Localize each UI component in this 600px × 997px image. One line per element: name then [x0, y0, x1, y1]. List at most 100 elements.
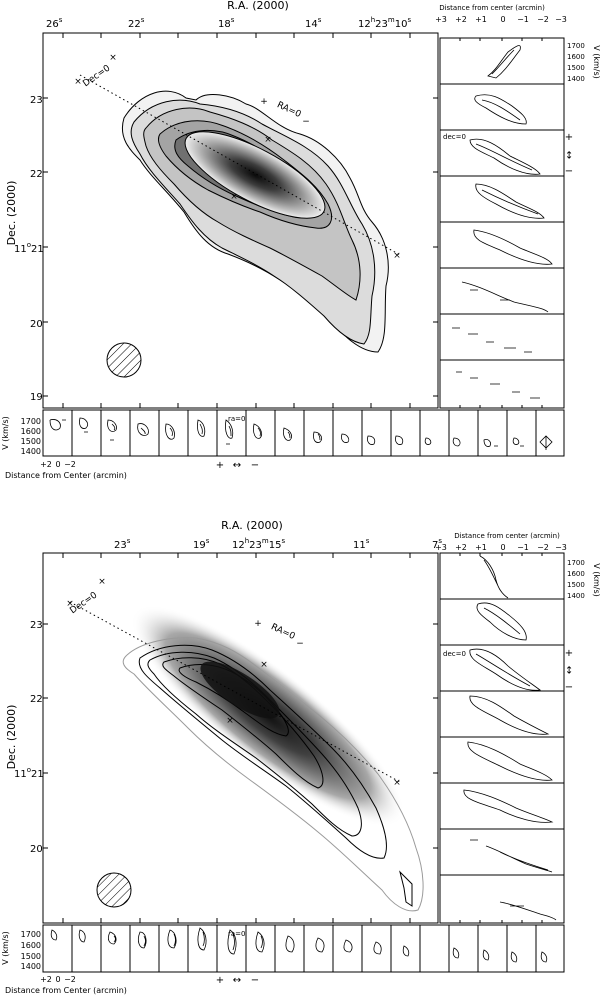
top-bottom-pv-12: [367, 435, 376, 445]
top-cross-3: ×: [264, 135, 272, 145]
bottom-bottom-pv-13: [402, 945, 410, 957]
top-right-v-ticks: 1700 1600 1500 1400: [567, 42, 585, 83]
top-ra-axis-label: R.A. (2000): [227, 0, 289, 12]
top-bottom-pv-16: [483, 439, 498, 447]
top-bottom-v-ticks: 1700 1600 1500 1400: [21, 417, 41, 456]
bottom-ra-tick-4: 11s: [353, 537, 370, 551]
top-right-pv-6: [461, 281, 549, 313]
bottom-bottom-sign-minus: −: [251, 975, 259, 986]
top-bottom-pv-10: [313, 431, 322, 443]
bottom-right-pv-7: [470, 839, 553, 873]
bottom-right-v-tick-2: 1600: [567, 570, 585, 578]
bottom-cross-1: ×: [98, 577, 106, 587]
bottom-right-v-ticks: 1700 1600 1500 1400: [567, 559, 585, 600]
bottom-galaxy-emission: [122, 605, 424, 912]
top-right-x-ticks: +3 +2 +1 0 −1 −2 −3: [435, 15, 567, 24]
bottom-bottom-pv-1: [50, 929, 58, 941]
top-bottom-dividers: [71, 410, 537, 456]
bottom-bottom-x-tick-2: 0: [55, 975, 60, 984]
top-right-pv-contours: [452, 45, 553, 399]
top-right-sign-plus: +: [565, 132, 573, 143]
bottom-bottom-pv-10: [315, 937, 325, 953]
bottom-bottom-pv-8: [255, 931, 265, 953]
bottom-cross-2: ×: [66, 599, 74, 609]
bottom-cross-4: ×: [226, 716, 234, 726]
bottom-ra-tick-1: 23s: [114, 537, 131, 551]
top-minus-marker: −: [302, 117, 310, 127]
top-bottom-pv-7: [225, 419, 234, 445]
top-right-x-tick-3: +1: [475, 15, 487, 24]
top-right-dividers: [440, 38, 564, 408]
top-right-v-tick-4: 1400: [567, 75, 585, 83]
bottom-cross-5: ×: [393, 778, 401, 788]
top-bottom-v-tick-2: 1600: [21, 427, 41, 436]
bottom-bottom-pv-14: [452, 947, 460, 959]
bottom-ra-tick-2: 19s: [193, 537, 210, 551]
bottom-dec-tick-3: 11o21': [14, 766, 46, 780]
top-ra-tick-3: 18s: [218, 16, 235, 30]
bottom-ra-axis-label: R.A. (2000): [221, 519, 283, 532]
bottom-right-strip: Distance from center (arcmin) +3 +2 +1 0…: [435, 532, 600, 924]
bottom-map-tickmarks: [43, 553, 438, 923]
bottom-core: [200, 661, 280, 719]
bottom-bottom-x-tick-1: +2: [40, 975, 52, 984]
top-ra-ticks: 26s 22s 18s 14s 12h23m10s: [46, 16, 411, 30]
top-bottom-pv-6: [197, 419, 206, 437]
bottom-bottom-pv-contours: [50, 927, 548, 963]
bottom-right-sign-markers: + ↔ −: [563, 648, 574, 693]
bottom-right-x-ticks: +3 +2 +1 0 −1 −2 −3: [435, 543, 567, 552]
top-beam-ellipse: [106, 342, 142, 378]
bottom-right-x-tick-4: 0: [500, 543, 505, 552]
bottom-bottom-pv-7: [227, 929, 237, 955]
bottom-plus-marker: +: [254, 619, 262, 629]
bottom-right-pv-5: [467, 741, 553, 781]
top-right-pv-8: [456, 371, 540, 399]
top-bottom-v-tick-1: 1700: [21, 417, 41, 426]
top-cross-4: ×: [230, 192, 238, 202]
top-dec-tick-3: 11o21': [14, 241, 46, 255]
bottom-bottom-v-tick-4: 1400: [21, 962, 41, 971]
bottom-right-x-tick-7: −3: [555, 543, 567, 552]
top-galaxy-emission: [122, 90, 389, 353]
bottom-contour-grey: [122, 637, 424, 912]
top-plus-marker: +: [260, 97, 268, 107]
bottom-right-axis-title: Distance from center (arcmin): [454, 532, 560, 540]
bottom-bottom-v-tick-1: 1700: [21, 930, 41, 939]
top-bottom-pv-13: [395, 435, 404, 445]
bottom-right-pv-3: [469, 648, 542, 691]
top-bottom-pv-contours: [49, 417, 553, 450]
bottom-bottom-pv-3: [107, 931, 117, 945]
top-bottom-pv-8: [253, 423, 262, 439]
bottom-right-x-tick-1: +3: [435, 543, 447, 552]
top-right-x-tick-4: 0: [500, 15, 505, 24]
top-bottom-zero-label: ra=0: [228, 415, 246, 423]
bottom-ra-ticks: 23s 19s 12h23m15s 11s 7s: [114, 537, 442, 551]
top-bottom-pv-17: [512, 437, 524, 447]
bottom-right-x-tick-6: −2: [537, 543, 549, 552]
top-bottom-pv-11: [341, 433, 350, 443]
top-bottom-pv-14: [424, 437, 432, 445]
top-bottom-sign-plus: +: [216, 460, 224, 471]
bottom-minus-marker: −: [296, 639, 304, 649]
bottom-contour-tail: [399, 870, 413, 907]
bottom-right-pv-2: [476, 602, 527, 641]
bottom-right-sign-minus: −: [565, 682, 573, 693]
top-bottom-pv-3: [107, 419, 117, 441]
bottom-panel: R.A. (2000) 23s 19s 12h23m15s 11s 7s Dec…: [1, 519, 600, 995]
bottom-cross-3: ×: [260, 660, 268, 670]
top-right-pv-5: [473, 229, 553, 265]
bottom-bottom-axis-title: Distance from Center (arcmin): [5, 986, 127, 995]
top-bottom-x-ticks: +2 0 −2: [40, 460, 76, 469]
bottom-bottom-sign-markers: + ↔ −: [216, 975, 259, 986]
top-bottom-x-tick-3: −2: [64, 460, 76, 469]
bottom-bottom-strip: ra=0 1700 1600 1500 1400 V (km/s) +2 0 −…: [1, 924, 565, 995]
bottom-right-x-tick-5: −1: [517, 543, 529, 552]
top-right-v-tick-1: 1700: [567, 42, 585, 50]
bottom-right-pv-1: [479, 555, 509, 599]
top-bottom-pv-9: [283, 427, 292, 441]
top-map-tickmarks: [43, 33, 438, 408]
bottom-bottom-pv-6: [197, 927, 207, 951]
top-right-pv-3: [469, 138, 541, 175]
bottom-bottom-dividers: [71, 925, 537, 972]
